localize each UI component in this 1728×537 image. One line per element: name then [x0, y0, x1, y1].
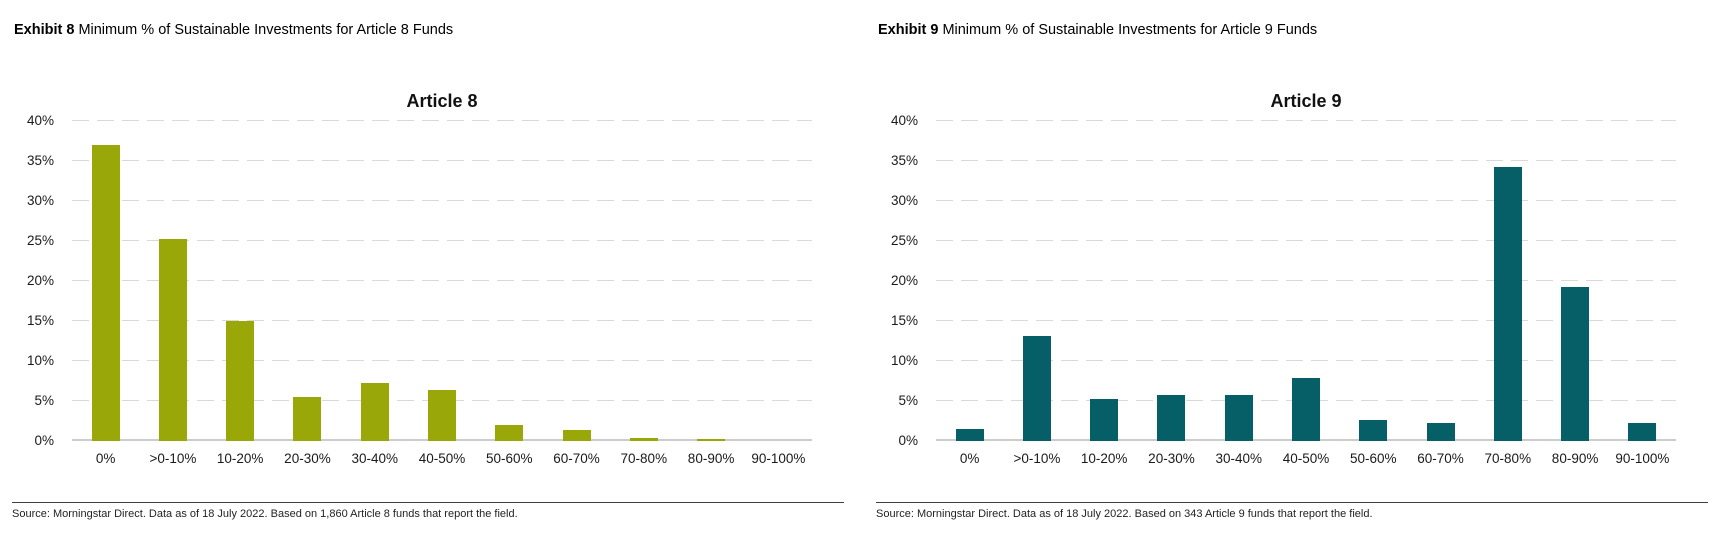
bar-20-30%: [293, 397, 322, 441]
bar-50-60%: [495, 425, 524, 441]
y-tick-label: 40%: [890, 113, 918, 128]
bar-80-90%: [1561, 287, 1590, 441]
x-tick-label: 50-60%: [485, 451, 533, 466]
bar-20-30%: [1157, 394, 1186, 441]
y-tick-label: 10%: [890, 353, 918, 368]
bar-10-20%: [226, 321, 255, 441]
bar-40-50%: [1292, 377, 1320, 441]
bar-0%: [955, 429, 984, 441]
y-tick-label: 0%: [34, 433, 54, 448]
y-axis: 0% 5% 10% 15% 20% 25% 30% 35% 40%: [864, 113, 926, 448]
gridline: [936, 320, 1676, 321]
x-tick-label: 90-100%: [751, 451, 806, 466]
bar-50-60%: [1359, 420, 1388, 441]
y-tick-label: 15%: [890, 313, 918, 328]
gridline: [72, 320, 812, 321]
y-tick-label: 0%: [898, 433, 918, 448]
bar-90-100%: [1628, 422, 1657, 441]
gridline: [72, 120, 812, 121]
gridline: [72, 280, 812, 281]
plot-area: [936, 120, 1676, 441]
x-tick-label: 50-60%: [1349, 451, 1397, 466]
y-tick-label: 35%: [26, 153, 54, 168]
bar-60-70%: [562, 429, 591, 441]
exhibit-title: Minimum % of Sustainable Investments for…: [78, 22, 454, 38]
bar-70-80%: [629, 437, 658, 441]
y-axis: 0% 5% 10% 15% 20% 25% 30% 35% 40%: [0, 113, 62, 448]
x-tick-label: 80-90%: [1551, 451, 1599, 466]
x-tick-label: 70-80%: [1484, 451, 1532, 466]
y-tick-label: 20%: [26, 273, 54, 288]
bar-60-70%: [1426, 422, 1455, 441]
bar-10-20%: [1090, 399, 1119, 441]
x-tick-label: 0%: [959, 451, 980, 466]
exhibit-caption: Exhibit 9 Minimum % of Sustainable Invest…: [878, 21, 1704, 39]
y-tick-label: 35%: [890, 153, 918, 168]
y-tick-label: 25%: [26, 233, 54, 248]
x-tick-label: 40-50%: [1282, 451, 1330, 466]
y-tick-label: 30%: [26, 193, 54, 208]
bar->0-10%: [1022, 336, 1051, 441]
x-tick-label: 60-70%: [553, 451, 600, 466]
exhibit-label: Exhibit 9: [878, 22, 939, 38]
x-tick-label: 20-30%: [284, 451, 331, 466]
y-tick-label: 30%: [890, 193, 918, 208]
y-tick-label: 20%: [890, 273, 918, 288]
x-tick-label: 90-100%: [1615, 451, 1670, 466]
source-note: Source: Morningstar Direct. Data as of 1…: [876, 502, 1708, 521]
gridline: [936, 120, 1676, 121]
gridline: [936, 280, 1676, 281]
x-tick-label: 10-20%: [216, 451, 264, 466]
plot-area: [72, 120, 812, 441]
panel-article-8: Exhibit 8 Minimum % of Sustainable Invest…: [0, 21, 844, 521]
x-axis: 0% >0-10% 10-20% 20-30% 30-40% 40-50% 50-60% 60…: [936, 451, 1676, 471]
x-tick-label: 30-40%: [1215, 451, 1262, 466]
bar-70-80%: [1493, 167, 1522, 441]
x-tick-label: 40-50%: [418, 451, 466, 466]
bar-40-50%: [428, 389, 456, 441]
bar-30-40%: [1224, 394, 1253, 441]
y-tick-label: 5%: [34, 393, 54, 408]
source-note: Source: Morningstar Direct. Data as of 1…: [12, 502, 844, 521]
gridline: [72, 240, 812, 241]
gridline: [936, 240, 1676, 241]
x-tick-label: 20-30%: [1148, 451, 1195, 466]
bar->0-10%: [158, 238, 187, 441]
y-tick-label: 5%: [898, 393, 918, 408]
exhibit-title: Minimum % of Sustainable Investments for…: [942, 22, 1318, 38]
bar-30-40%: [360, 383, 389, 441]
y-tick-label: 40%: [26, 113, 54, 128]
y-tick-label: 15%: [26, 313, 54, 328]
x-tick-label: >0-10%: [149, 451, 197, 466]
gridline: [936, 160, 1676, 161]
x-tick-label: 0%: [95, 451, 116, 466]
x-tick-label: 60-70%: [1417, 451, 1464, 466]
gridline: [936, 360, 1676, 361]
chart-title: Article 8: [406, 91, 478, 111]
x-tick-label: 70-80%: [620, 451, 668, 466]
gridline: [72, 200, 812, 201]
y-tick-label: 25%: [890, 233, 918, 248]
exhibit-caption: Exhibit 8 Minimum % of Sustainable Invest…: [14, 21, 840, 39]
x-tick-label: 30-40%: [351, 451, 398, 466]
exhibit-label: Exhibit 8: [14, 22, 75, 38]
gridline: [72, 360, 812, 361]
y-tick-label: 10%: [26, 353, 54, 368]
x-tick-label: 80-90%: [687, 451, 735, 466]
gridline: [936, 200, 1676, 201]
bar-80-90%: [697, 438, 726, 441]
bar-0%: [91, 145, 120, 441]
x-tick-label: >0-10%: [1013, 451, 1061, 466]
x-axis: 0% >0-10% 10-20% 20-30% 30-40% 40-50% 50-60% 60…: [72, 451, 812, 471]
chart-title: Article 9: [1270, 91, 1342, 111]
gridline: [72, 160, 812, 161]
panel-article-9: Exhibit 9 Minimum % of Sustainable Invest…: [864, 0, 1728, 537]
x-tick-label: 10-20%: [1080, 451, 1128, 466]
